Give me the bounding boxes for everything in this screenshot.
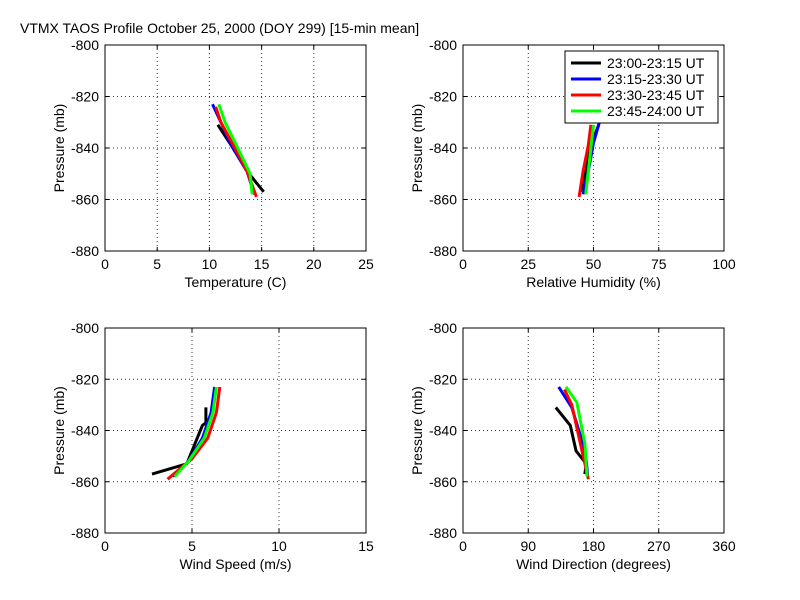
- x-tick-label: 5: [153, 256, 161, 272]
- panel-2: 0 25 50 75 100 -880 -860 -840 -820 -800 Relative H…: [409, 37, 736, 290]
- x-tick-label: 0: [101, 538, 109, 554]
- x-tick-label: 75: [651, 256, 667, 272]
- panel-4: 0 90 180 270 360 -880 -860 -840 -820 -800 Wind Dir…: [409, 320, 736, 572]
- y-tick-label: -860: [71, 474, 99, 490]
- axes-frame: [104, 327, 367, 534]
- y-tick-label: -860: [429, 192, 457, 208]
- legend-label: 23:30-23:45 UT: [607, 87, 705, 103]
- y-tick-label: -820: [429, 89, 457, 105]
- series-line-3: [577, 124, 593, 198]
- series-line-4: [217, 103, 254, 195]
- legend-label: 23:00-23:15 UT: [607, 55, 705, 71]
- x-tick-label: 100: [712, 256, 736, 272]
- x-axis-label: Wind Speed (m/s): [179, 556, 291, 572]
- y-tick-label: -880: [71, 243, 99, 259]
- x-tick-label: 25: [358, 256, 374, 272]
- y-axis-label: Pressure (mb): [409, 386, 425, 475]
- axes-frame: [462, 327, 725, 534]
- x-tick-label: 360: [712, 538, 736, 554]
- x-tick-label: 10: [271, 538, 287, 554]
- y-tick-label: -800: [71, 320, 99, 336]
- y-tick-label: -880: [71, 525, 99, 541]
- x-tick-label: 90: [520, 538, 536, 554]
- x-tick-label: 20: [306, 256, 322, 272]
- y-tick-label: -880: [429, 525, 457, 541]
- y-axis-label: Pressure (mb): [51, 386, 67, 475]
- y-tick-label: -820: [71, 371, 99, 387]
- legend-label: 23:15-23:30 UT: [607, 71, 705, 87]
- y-tick-label: -800: [71, 37, 99, 53]
- y-tick-label: -840: [429, 423, 457, 439]
- y-tick-label: -800: [429, 320, 457, 336]
- figure-title: VTMX TAOS Profile October 25, 2000 (DOY …: [20, 20, 420, 36]
- x-tick-label: 15: [254, 256, 270, 272]
- y-tick-label: -840: [71, 423, 99, 439]
- y-tick-label: -820: [429, 371, 457, 387]
- x-tick-label: 25: [520, 256, 536, 272]
- x-tick-label: 180: [582, 538, 606, 554]
- y-tick-label: -860: [71, 192, 99, 208]
- x-tick-label: 50: [586, 256, 602, 272]
- x-tick-label: 0: [459, 256, 467, 272]
- x-tick-label: 5: [188, 538, 196, 554]
- y-tick-label: -800: [429, 37, 457, 53]
- panel-1: 0 5 10 15 20 25 -880 -860 -840 -820 -800 Temperatur…: [51, 37, 374, 290]
- y-tick-label: -820: [71, 89, 99, 105]
- panel-3: 0 5 10 15 -880 -860 -840 -820 -800 Wind Speed (m/…: [51, 320, 374, 572]
- x-tick-label: 270: [647, 538, 671, 554]
- y-tick-label: -860: [429, 474, 457, 490]
- series-line-4: [173, 386, 218, 478]
- series-line-4: [584, 124, 595, 195]
- series-line-1: [151, 407, 208, 476]
- y-tick-label: -840: [429, 140, 457, 156]
- x-tick-label: 0: [459, 538, 467, 554]
- x-axis-label: Temperature (C): [185, 274, 287, 290]
- y-axis-label: Pressure (mb): [409, 104, 425, 193]
- x-axis-label: Relative Humidity (%): [526, 274, 661, 290]
- x-axis-label: Wind Direction (degrees): [516, 556, 671, 572]
- y-tick-label: -880: [429, 243, 457, 259]
- y-axis-label: Pressure (mb): [51, 104, 67, 193]
- x-tick-label: 15: [358, 538, 374, 554]
- x-tick-label: 0: [101, 256, 109, 272]
- series-line-4: [564, 386, 589, 477]
- legend-label: 23:45-24:00 UT: [607, 103, 705, 119]
- y-tick-label: -840: [71, 140, 99, 156]
- x-tick-label: 10: [202, 256, 218, 272]
